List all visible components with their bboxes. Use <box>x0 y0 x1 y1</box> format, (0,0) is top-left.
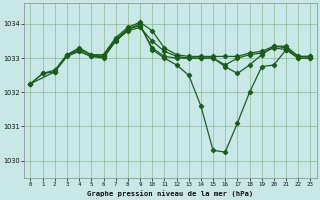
X-axis label: Graphe pression niveau de la mer (hPa): Graphe pression niveau de la mer (hPa) <box>87 190 253 197</box>
